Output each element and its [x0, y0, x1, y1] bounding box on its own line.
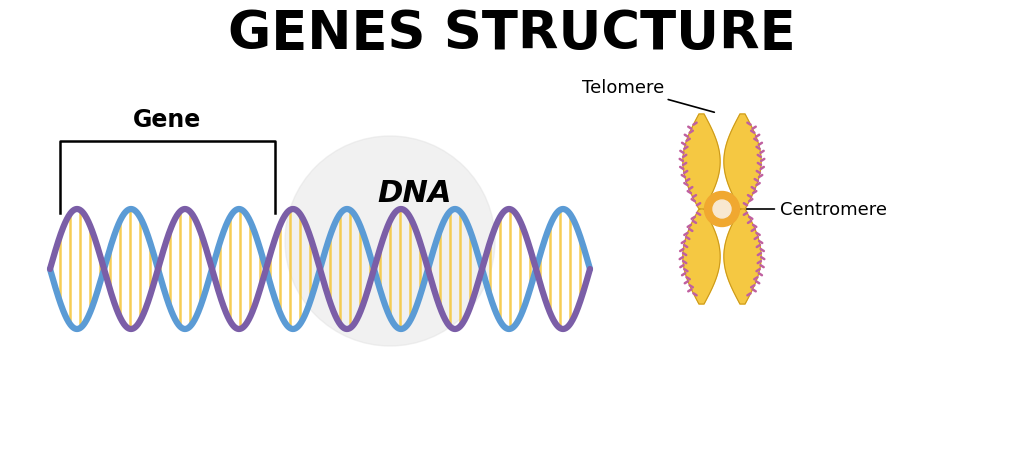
Polygon shape [683, 210, 720, 304]
Text: Gene: Gene [133, 108, 202, 132]
Text: Telomere: Telomere [582, 79, 715, 113]
Polygon shape [724, 210, 761, 304]
Text: Centromere: Centromere [742, 201, 887, 219]
Text: GENES STRUCTURE: GENES STRUCTURE [228, 8, 796, 60]
Polygon shape [683, 115, 720, 210]
Text: DNA: DNA [378, 179, 453, 208]
Circle shape [713, 201, 731, 219]
Polygon shape [724, 115, 761, 210]
Circle shape [285, 137, 495, 346]
Circle shape [705, 192, 739, 227]
